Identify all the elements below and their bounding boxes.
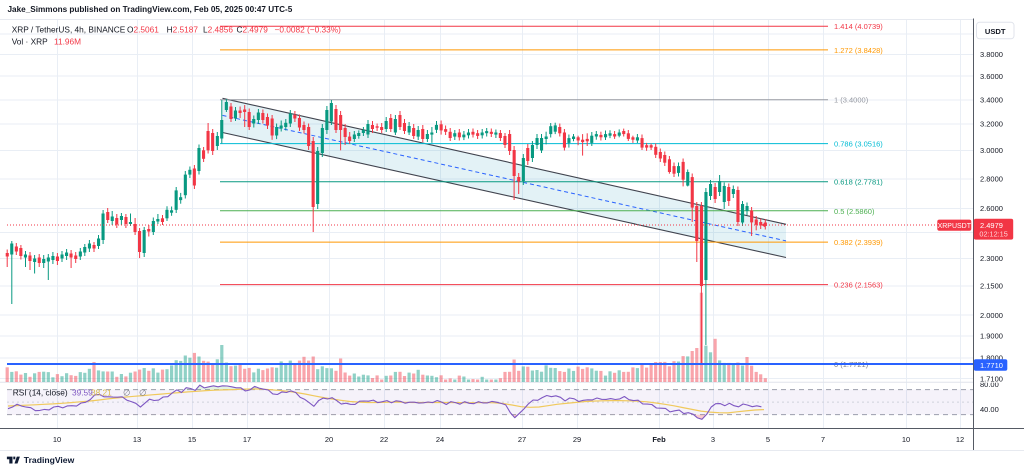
svg-text:1.8000: 1.8000	[980, 354, 1003, 363]
svg-text:2.0000: 2.0000	[980, 311, 1003, 320]
svg-text:02:12:15: 02:12:15	[979, 230, 1007, 239]
svg-text:Jake_Simmons published on Trad: Jake_Simmons published on TradingView.co…	[8, 5, 293, 14]
svg-text:40.00: 40.00	[980, 405, 999, 414]
svg-text:0.786 (3.0516): 0.786 (3.0516)	[834, 140, 883, 149]
svg-text:20: 20	[325, 435, 333, 444]
svg-text:10: 10	[53, 435, 61, 444]
svg-text:USDT: USDT	[985, 27, 1006, 36]
svg-text:15: 15	[188, 435, 196, 444]
svg-text:3.0000: 3.0000	[980, 146, 1003, 155]
svg-text:29: 29	[573, 435, 581, 444]
svg-text:XRPUSDT: XRPUSDT	[938, 223, 972, 230]
svg-text:0.618 (2.7781): 0.618 (2.7781)	[834, 178, 883, 187]
svg-text:3.8000: 3.8000	[980, 50, 1003, 59]
svg-text:3: 3	[711, 435, 715, 444]
svg-text:17: 17	[243, 435, 251, 444]
svg-text:RSI (14, close)39.5938.21∅∅: RSI (14, close) 39.5938.21 ∅ ∅	[13, 388, 146, 398]
svg-text:2.1500: 2.1500	[980, 282, 1003, 291]
svg-text:80.00: 80.00	[980, 380, 999, 389]
svg-text:TradingView: TradingView	[24, 455, 75, 465]
svg-text:1.9000: 1.9000	[980, 332, 1003, 341]
svg-text:7: 7	[821, 435, 825, 444]
svg-text:1.7100: 1.7100	[980, 374, 1003, 383]
svg-text:3.4000: 3.4000	[980, 96, 1003, 105]
svg-text:2.3000: 2.3000	[980, 254, 1003, 263]
svg-text:12: 12	[956, 435, 964, 444]
svg-text:24: 24	[436, 435, 444, 444]
svg-text:0.236 (2.1563): 0.236 (2.1563)	[834, 281, 883, 290]
svg-text:2.4979: 2.4979	[980, 221, 1003, 230]
svg-text:Feb: Feb	[652, 435, 666, 444]
svg-text:1 (3.4000): 1 (3.4000)	[834, 96, 869, 105]
svg-text:2.6000: 2.6000	[980, 204, 1003, 213]
svg-text:0.382 (2.3939): 0.382 (2.3939)	[834, 238, 883, 247]
svg-text:0.5 (2.5860): 0.5 (2.5860)	[834, 207, 875, 216]
svg-text:1.272 (3.8428): 1.272 (3.8428)	[834, 46, 883, 55]
svg-text:3.2000: 3.2000	[980, 120, 1003, 129]
svg-text:13: 13	[133, 435, 141, 444]
svg-text:10: 10	[902, 435, 910, 444]
svg-text:1.7710: 1.7710	[980, 361, 1003, 370]
svg-text:5: 5	[766, 435, 770, 444]
svg-text:27: 27	[518, 435, 526, 444]
svg-text:22: 22	[380, 435, 388, 444]
svg-text:1.414 (4.0739): 1.414 (4.0739)	[834, 22, 883, 31]
svg-text:3.6000: 3.6000	[980, 72, 1003, 81]
svg-text:2.8000: 2.8000	[980, 175, 1003, 184]
